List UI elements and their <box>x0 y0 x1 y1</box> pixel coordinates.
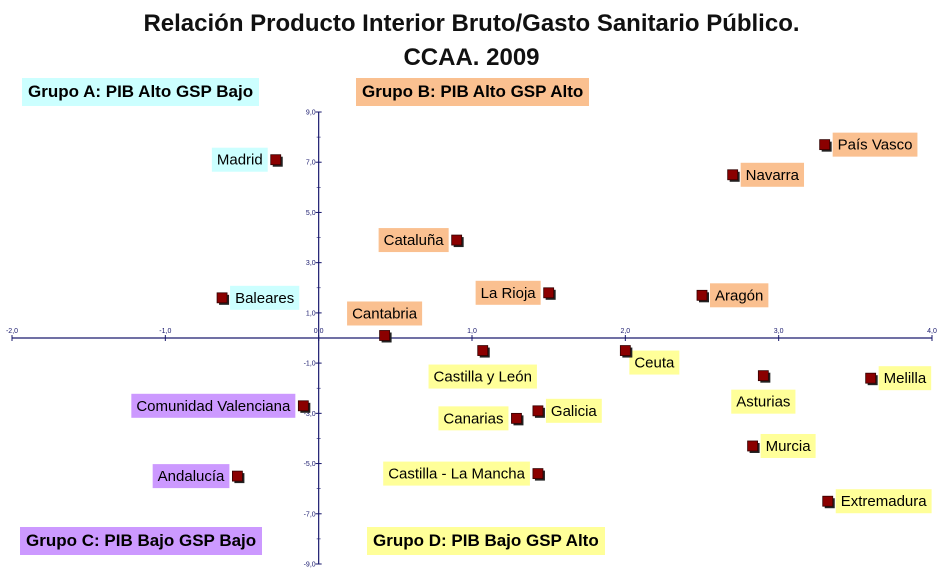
point-label-la-rioja: La Rioja <box>481 285 537 302</box>
point-marker-comunidad-valenciana <box>297 400 309 412</box>
point-marker-pais-vasco <box>819 139 831 151</box>
point-label-bg-comunidad-valenciana <box>131 393 296 418</box>
point-label-bg-asturias <box>731 389 796 414</box>
y-tick-label: 3,0 <box>306 260 316 267</box>
point-marker-baleares <box>216 292 228 304</box>
point-label-comunidad-valenciana: Comunidad Valenciana <box>136 398 291 415</box>
point-marker-canarias <box>511 412 522 424</box>
y-tick-label: -3,0 <box>304 411 316 418</box>
point-label-bg-galicia <box>545 398 602 423</box>
chart-title-line-2: CCAA. 2009 <box>403 44 540 71</box>
y-tick-label: 5,0 <box>306 210 316 217</box>
x-tick-label: 2,0 <box>620 328 630 335</box>
point-label-bg-murcia <box>760 433 816 458</box>
point-marker-murcia <box>747 440 758 452</box>
point-marker-galicia <box>532 405 544 417</box>
y-tick-label: -1,0 <box>304 361 316 368</box>
point-marker-melilla <box>865 372 877 384</box>
point-marker-la-rioja <box>543 287 555 299</box>
x-tick-label: 0,0 <box>314 328 324 335</box>
point-label-madrid: Madrid <box>217 152 263 169</box>
x-tick-label: -1,0 <box>159 328 171 335</box>
point-label-bg-aragon <box>710 283 769 308</box>
group-c-label: Grupo C: PIB Bajo GSP Bajo <box>20 527 263 555</box>
point-marker-castilla-la-mancha <box>532 468 544 480</box>
point-label-extremadura: Extremadura <box>841 493 928 510</box>
point-label-murcia: Murcia <box>766 438 812 455</box>
point-label-ceuta: Ceuta <box>634 355 675 372</box>
y-tick-label: 7,0 <box>306 160 316 167</box>
chart-title-line-1: Relación Producto Interior Bruto/Gasto S… <box>143 10 800 37</box>
y-tick-label: -7,0 <box>304 511 316 518</box>
point-marker-madrid <box>270 154 282 166</box>
point-label-bg-canarias <box>438 406 509 431</box>
point-marker-navarra <box>727 169 739 181</box>
point-label-bg-extremadura <box>835 489 932 514</box>
point-label-bg-andalucia <box>152 464 230 489</box>
point-label-bg-cantabria <box>347 301 423 326</box>
point-label-bg-castilla-y-leon <box>428 364 537 389</box>
point-marker-andalucia <box>231 470 243 482</box>
point-label-bg-baleares <box>230 285 300 310</box>
x-tick-label: 1,0 <box>467 328 477 335</box>
y-tick-label: -5,0 <box>304 461 316 468</box>
point-label-bg-madrid <box>211 147 268 172</box>
point-marker-cantabria <box>379 330 391 341</box>
x-tick-label: 3,0 <box>774 328 784 335</box>
point-label-bg-ceuta <box>629 350 680 375</box>
point-marker-asturias <box>757 370 769 382</box>
y-tick-label: -9,0 <box>304 562 316 569</box>
point-marker-castilla-y-leon <box>477 345 489 356</box>
point-label-pais-vasco: País Vasco <box>838 137 913 154</box>
group-b-label: Grupo B: PIB Alto GSP Alto <box>356 78 590 106</box>
point-label-castilla-la-mancha: Castilla - La Mancha <box>388 466 525 483</box>
point-marker-cataluna <box>451 234 463 246</box>
point-label-baleares: Baleares <box>235 290 294 307</box>
point-label-bg-la-rioja <box>475 280 541 305</box>
group-a-label: Grupo A: PIB Alto GSP Bajo <box>22 78 260 106</box>
point-label-canarias: Canarias <box>443 410 503 427</box>
point-label-bg-cataluna <box>378 228 449 253</box>
point-label-bg-navarra <box>740 162 805 187</box>
y-tick-label: 1,0 <box>306 310 316 317</box>
y-tick-label: 9,0 <box>306 110 316 117</box>
point-marker-ceuta <box>619 345 631 356</box>
point-label-aragon: Aragón <box>715 287 763 304</box>
point-label-galicia: Galicia <box>551 403 598 420</box>
point-label-asturias: Asturias <box>736 394 790 411</box>
point-label-cantabria: Cantabria <box>352 305 418 322</box>
point-label-bg-castilla-la-mancha <box>383 461 530 486</box>
point-label-bg-melilla <box>878 366 932 391</box>
point-label-andalucia: Andalucía <box>158 468 225 485</box>
point-label-melilla: Melilla <box>884 370 927 387</box>
x-tick-label: -2,0 <box>6 328 18 335</box>
group-d-label: Grupo D: PIB Bajo GSP Alto <box>367 527 605 555</box>
point-label-castilla-y-leon: Castilla y León <box>434 369 532 386</box>
point-label-cataluna: Cataluña <box>384 232 445 249</box>
point-marker-aragon <box>696 289 708 301</box>
point-marker-extremadura <box>822 495 834 507</box>
x-tick-label: 4,0 <box>927 328 937 335</box>
point-label-navarra: Navarra <box>746 167 800 184</box>
point-label-bg-pais-vasco <box>832 132 918 157</box>
